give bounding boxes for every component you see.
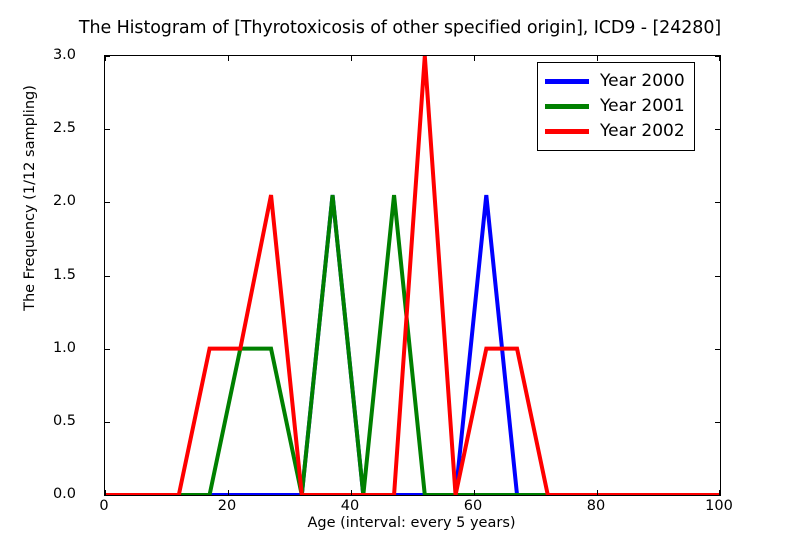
x-tick-mark [719,490,720,495]
legend-swatch-year-2001 [545,104,589,109]
legend-item[interactable]: Year 2000 [545,69,685,94]
x-tick-label: 40 [340,498,360,514]
y-tick-mark [715,275,720,277]
x-tick-mark [597,56,598,61]
y-tick-mark [715,348,720,350]
x-tick-mark [105,56,106,61]
legend-label-year-2000: Year 2000 [600,71,685,91]
y-tick-mark [105,348,110,350]
x-tick-mark [597,490,598,495]
y-tick-label: 2.5 [52,120,76,137]
x-tick-label: 0 [99,498,109,514]
x-tick-mark [228,56,229,61]
y-tick-label: 0.5 [52,412,76,429]
x-tick-label: 80 [586,498,606,514]
x-tick-mark [105,490,106,495]
y-tick-mark [715,495,720,496]
y-tick-mark [105,202,110,204]
y-tick-mark [715,421,720,423]
x-tick-mark [351,490,352,495]
y-tick-mark [105,129,110,131]
legend-swatch-year-2000 [545,79,589,84]
x-tick-mark [474,490,475,495]
y-tick-label: 1.0 [52,339,76,356]
legend-label-year-2002: Year 2002 [600,121,685,141]
y-tick-mark [715,202,720,204]
x-tick-label: 20 [217,498,237,514]
y-tick-label: 0.0 [52,486,76,502]
x-axis-label: Age (interval: every 5 years) [307,515,516,531]
y-tick-label: 2.0 [52,193,76,210]
y-tick-mark [105,421,110,423]
y-tick-label: 1.5 [52,266,76,283]
chart-title: The Histogram of [Thyrotoxicosis of othe… [78,18,722,38]
x-tick-mark [228,490,229,495]
legend-item[interactable]: Year 2001 [545,94,685,119]
series-line [105,194,720,495]
legend-swatch-year-2002 [545,129,589,134]
series-line [105,56,720,495]
y-tick-mark [105,56,110,57]
plot-lines [105,56,720,495]
chart-legend: Year 2000 Year 2001 Year 2002 [537,62,695,151]
y-tick-mark [105,495,110,496]
y-tick-mark [715,129,720,131]
x-tick-mark [474,56,475,61]
x-tick-label: 60 [463,498,483,514]
x-tick-label: 100 [705,498,733,514]
y-tick-label: 3.0 [52,47,76,63]
legend-item[interactable]: Year 2002 [545,119,685,144]
legend-label-year-2001: Year 2001 [600,96,685,116]
y-tick-mark [105,275,110,277]
y-tick-mark [715,56,720,57]
x-tick-mark [719,56,720,61]
x-tick-mark [351,56,352,61]
